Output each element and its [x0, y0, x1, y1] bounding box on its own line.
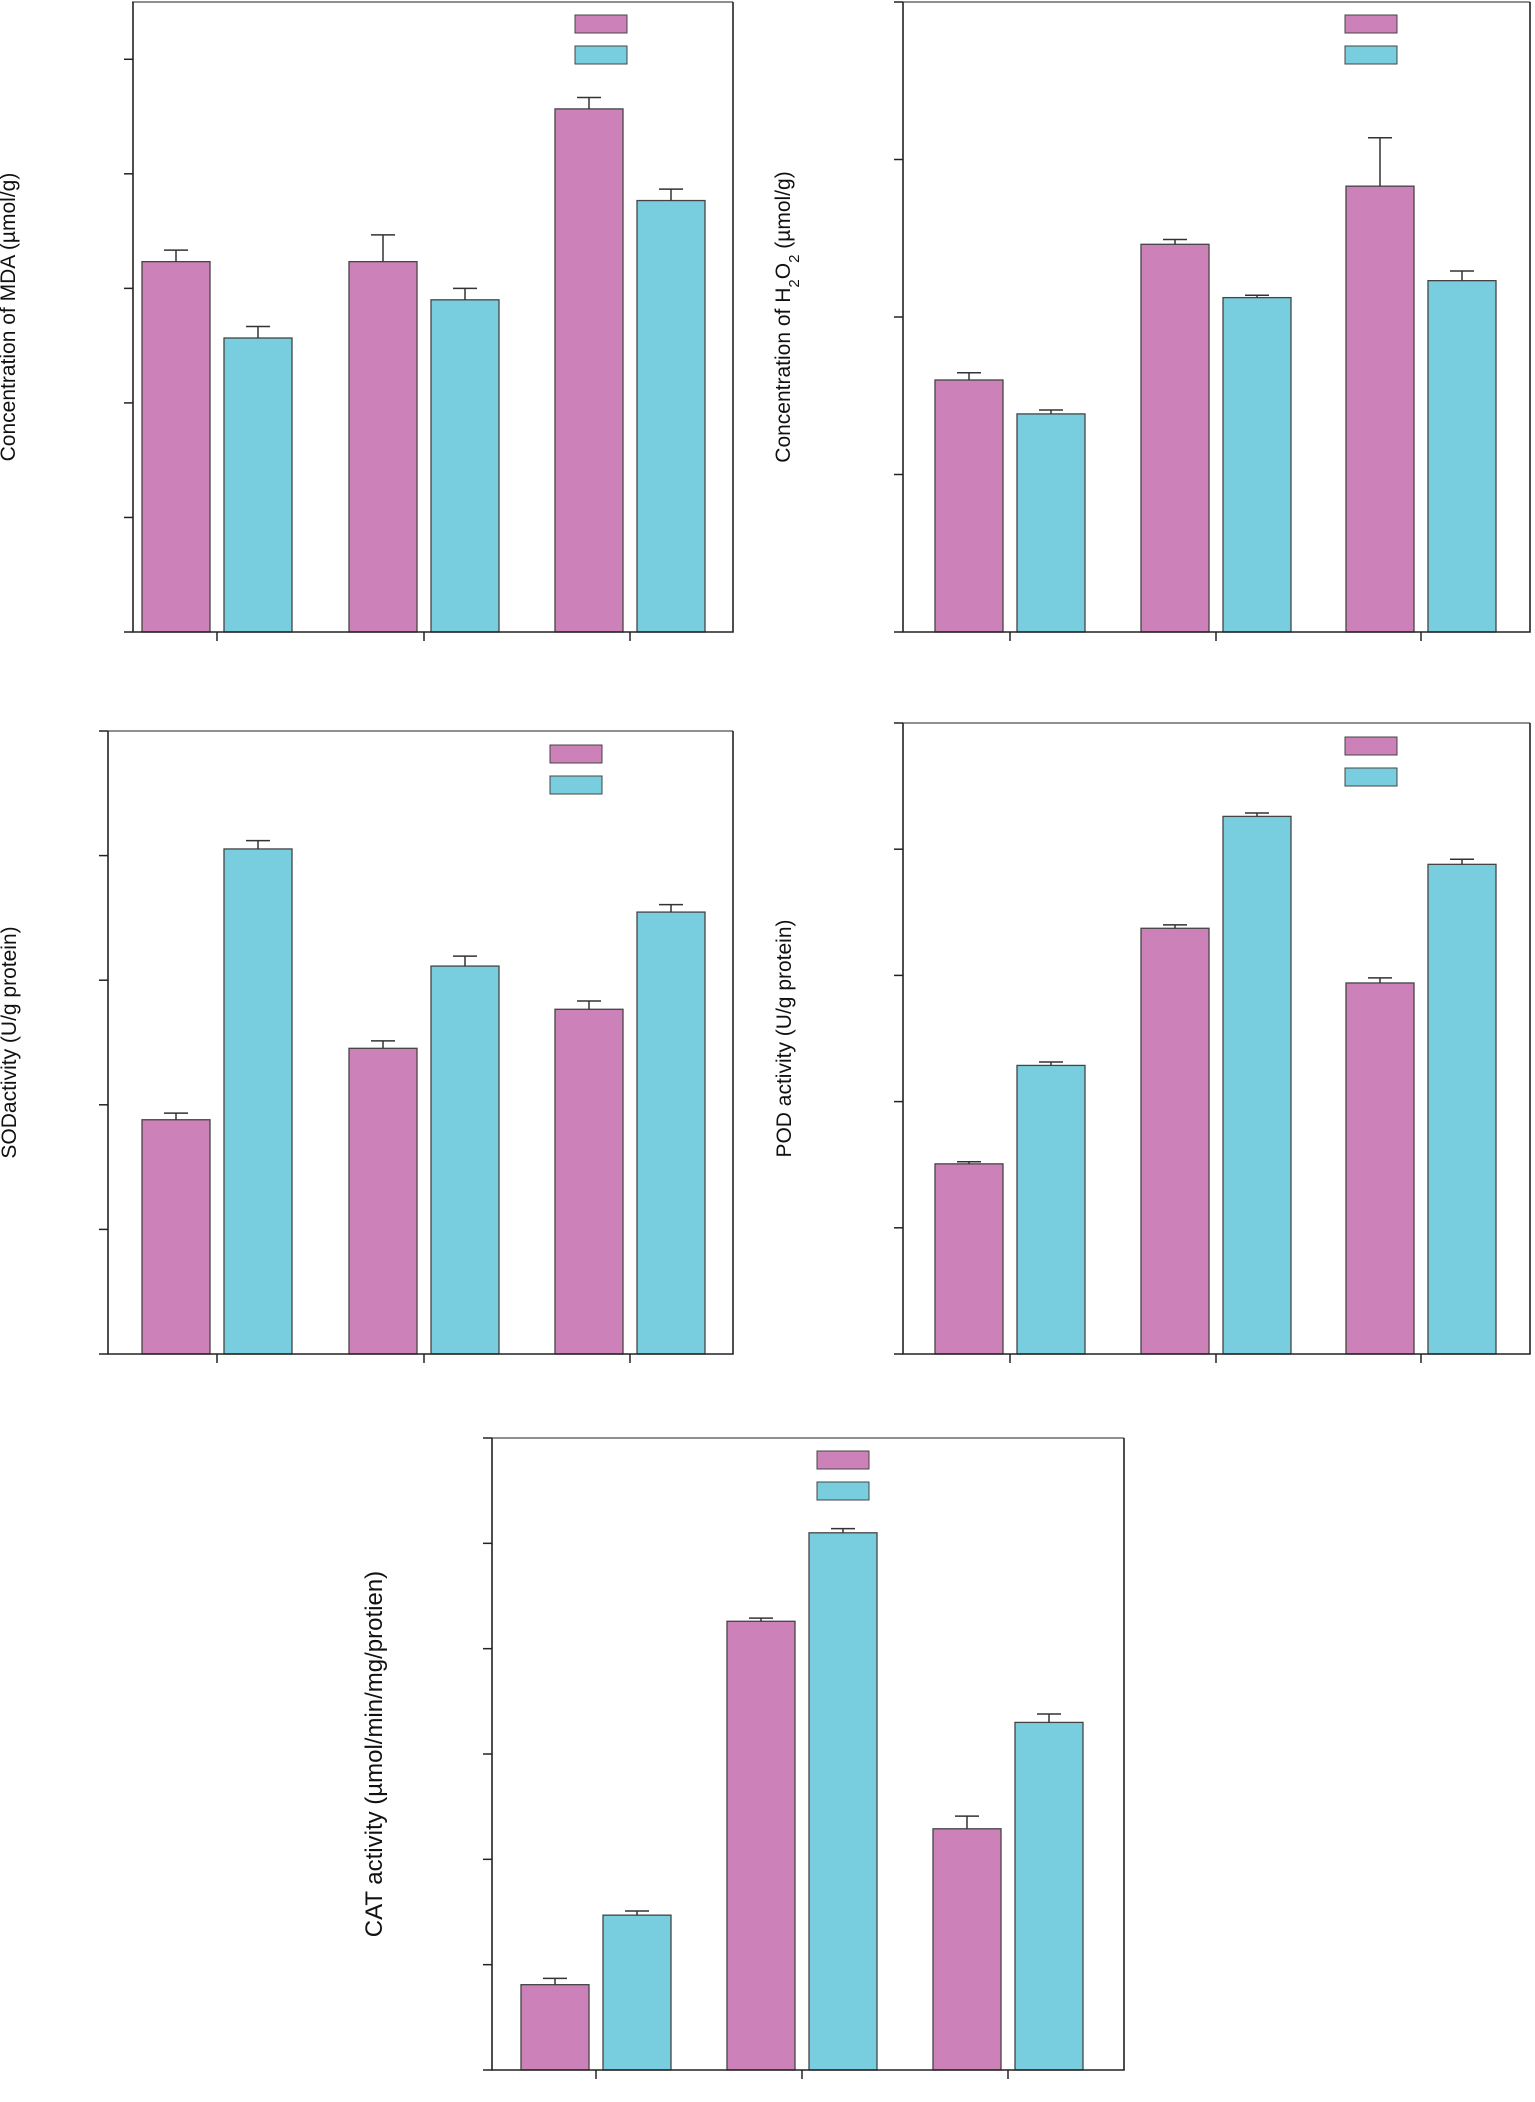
- bar-plus-naa: [1427, 280, 1497, 633]
- bar-minus-naa: [141, 260, 211, 633]
- error-bar: [1163, 924, 1187, 929]
- legend-swatch-minus-naa: [1344, 14, 1398, 34]
- y-axis-label-part: (µmol/g): [772, 171, 795, 254]
- error-bar: [659, 188, 683, 201]
- bar-minus-naa: [520, 1984, 590, 2071]
- bar-plus-naa: [602, 1914, 672, 2071]
- error-bar: [957, 1161, 981, 1164]
- bar-plus-naa: [1427, 863, 1497, 1355]
- chart-panel-c: SODactivity (U/g protein): [0, 730, 734, 1363]
- bar-minus-naa: [348, 1047, 418, 1355]
- error-bar: [371, 1040, 395, 1049]
- error-bar: [1245, 812, 1269, 817]
- error-bar: [955, 1815, 979, 1829]
- error-bar: [749, 1617, 773, 1622]
- y-axis-label: SODactivity (U/g protein): [0, 926, 21, 1158]
- bar-minus-naa: [141, 1119, 211, 1355]
- bar-minus-naa: [1345, 185, 1415, 633]
- bar-minus-naa: [726, 1620, 796, 2071]
- error-bar: [1163, 238, 1187, 245]
- bar-plus-naa: [223, 848, 293, 1355]
- bar-plus-naa: [223, 337, 293, 633]
- bar-plus-naa: [1222, 296, 1292, 633]
- y-axis-label-part: Concentration of H: [772, 288, 795, 463]
- legend-swatch-plus-naa: [574, 45, 628, 65]
- bar-minus-naa: [1140, 243, 1210, 633]
- bar-minus-naa: [554, 1008, 624, 1355]
- bar-plus-naa: [636, 199, 706, 633]
- bar-minus-naa: [554, 108, 624, 633]
- bar-plus-naa: [1016, 1064, 1086, 1355]
- y-axis-label-part: 2: [786, 279, 803, 287]
- y-axis-label: CAT activity (µmol/min/mg/protien): [361, 1571, 388, 1937]
- error-bar: [831, 1527, 855, 1533]
- error-bar: [1450, 858, 1474, 865]
- bar-plus-naa: [1014, 1721, 1084, 2071]
- bar-plus-naa: [808, 1532, 878, 2071]
- bar-plus-naa: [1016, 413, 1086, 633]
- bar-minus-naa: [934, 379, 1004, 633]
- error-bar: [246, 839, 270, 849]
- bar-minus-naa: [934, 1163, 1004, 1355]
- bar-minus-naa: [1345, 982, 1415, 1355]
- bar-minus-naa: [932, 1828, 1002, 2071]
- error-bar: [453, 287, 477, 300]
- error-bar: [625, 1910, 649, 1916]
- error-bar: [1245, 294, 1269, 298]
- legend-swatch-minus-naa: [816, 1450, 870, 1470]
- y-axis-label: Concentration of MDA (µmol/g): [0, 173, 20, 462]
- error-bar: [957, 371, 981, 380]
- legend-swatch-plus-naa: [549, 775, 603, 795]
- legend-swatch-plus-naa: [816, 1481, 870, 1501]
- error-bar: [577, 1000, 601, 1010]
- bar-plus-naa: [1222, 815, 1292, 1355]
- bar-plus-naa: [430, 299, 500, 633]
- chart-panel-a: Concentration of MDA (µmol/g): [0, 1, 734, 641]
- chart-panel-d: POD activity (U/g protein): [773, 722, 1531, 1363]
- bar-plus-naa: [636, 911, 706, 1355]
- bar-minus-naa: [1140, 927, 1210, 1355]
- error-bar: [577, 96, 601, 109]
- error-bar: [371, 234, 395, 262]
- error-bar: [543, 1977, 567, 1985]
- error-bar: [1039, 409, 1063, 414]
- y-axis-label-part: 2: [786, 255, 803, 263]
- error-bar: [1368, 136, 1392, 187]
- chart-panel-e: CAT activity (µmol/min/mg/protien): [361, 1437, 1125, 2079]
- legend-swatch-plus-naa: [1344, 767, 1398, 787]
- chart-panel-b: Concentration of H2O2 (µmol/g): [772, 1, 1531, 641]
- axis-frame: [132, 2, 734, 633]
- y-axis-label-part: O: [772, 263, 795, 279]
- error-bar: [1450, 270, 1474, 281]
- error-bar: [659, 903, 683, 913]
- legend-swatch-minus-naa: [574, 14, 628, 34]
- error-bar: [1368, 977, 1392, 983]
- bar-minus-naa: [348, 260, 418, 633]
- legend-swatch-minus-naa: [1344, 736, 1398, 756]
- y-axis-label: Concentration of H2O2 (µmol/g): [772, 171, 803, 462]
- error-bar: [164, 249, 188, 262]
- error-bar: [1037, 1713, 1061, 1723]
- axis-frame: [107, 731, 734, 1355]
- error-bar: [164, 1112, 188, 1120]
- error-bar: [246, 325, 270, 338]
- error-bar: [1039, 1061, 1063, 1066]
- legend-swatch-plus-naa: [1344, 45, 1398, 65]
- bar-plus-naa: [430, 965, 500, 1355]
- y-axis-label: POD activity (U/g protein): [773, 919, 796, 1157]
- error-bar: [453, 955, 477, 967]
- legend-swatch-minus-naa: [549, 744, 603, 764]
